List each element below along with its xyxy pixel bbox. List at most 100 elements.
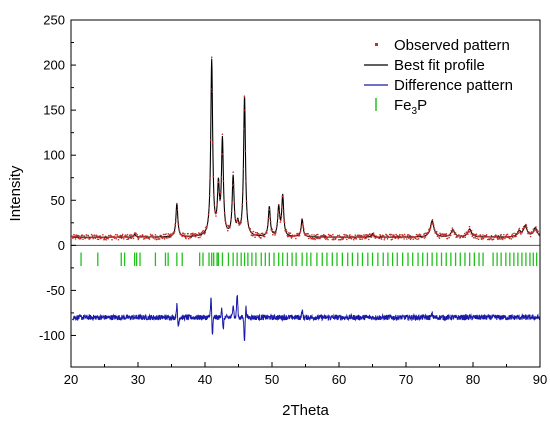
observed-point <box>504 237 506 240</box>
observed-point <box>243 128 245 130</box>
observed-point <box>158 238 161 240</box>
observed-point <box>452 229 455 231</box>
observed-point <box>470 233 472 235</box>
observed-point <box>307 233 309 235</box>
observed-point <box>352 236 355 238</box>
observed-point <box>273 231 275 233</box>
observed-point <box>424 236 427 238</box>
observed-point <box>508 237 511 240</box>
observed-point <box>278 209 281 212</box>
observed-point <box>400 236 403 239</box>
observed-point <box>490 234 493 237</box>
observed-point <box>146 235 148 237</box>
observed-point <box>242 168 245 170</box>
observed-point <box>174 223 177 226</box>
observed-point <box>267 224 269 226</box>
observed-point <box>163 238 166 240</box>
observed-point <box>374 237 377 239</box>
y-tick-label: 250 <box>43 13 65 28</box>
observed-point <box>303 228 305 230</box>
observed-point <box>279 221 282 223</box>
observed-point <box>517 232 520 235</box>
observed-point <box>520 233 522 235</box>
observed-point <box>275 231 277 233</box>
observed-point <box>356 235 358 238</box>
observed-point <box>260 237 262 239</box>
observed-point <box>436 231 438 233</box>
observed-point <box>193 234 196 236</box>
observed-point <box>489 236 492 238</box>
observed-point <box>521 231 523 234</box>
observed-point <box>97 238 100 241</box>
x-tick-label: 40 <box>198 372 212 387</box>
observed-point <box>246 211 248 213</box>
observed-point <box>77 234 80 237</box>
observed-point <box>349 234 351 236</box>
observed-point <box>224 219 226 222</box>
observed-point <box>475 233 478 235</box>
observed-point <box>373 234 376 237</box>
observed-point <box>214 209 216 212</box>
reflection-ticks-group <box>80 252 538 267</box>
observed-point <box>350 238 353 240</box>
observed-point <box>187 237 190 240</box>
observed-point <box>177 223 180 226</box>
observed-point <box>113 235 115 238</box>
observed-point <box>182 232 185 235</box>
observed-point <box>383 238 386 241</box>
observed-point <box>346 234 349 237</box>
observed-point <box>360 234 363 237</box>
observed-point <box>238 221 241 224</box>
legend-label-subscript: 3 <box>412 106 418 117</box>
observed-point <box>497 234 500 237</box>
observed-point <box>167 233 170 235</box>
observed-point <box>447 234 450 237</box>
observed-point <box>463 234 465 237</box>
observed-point <box>230 210 233 213</box>
observed-point <box>80 237 82 240</box>
observed-point <box>367 234 370 237</box>
legend: Observed pattern Best fit profile Differen… <box>364 37 513 117</box>
observed-point <box>295 237 297 240</box>
observed-point <box>136 233 138 236</box>
observed-point <box>137 238 140 241</box>
observed-point <box>216 203 218 206</box>
observed-point <box>362 236 365 239</box>
observed-point <box>91 234 94 237</box>
observed-point <box>482 234 484 236</box>
observed-point <box>177 219 179 221</box>
observed-point <box>281 206 283 208</box>
observed-point <box>194 236 197 238</box>
observed-point <box>162 233 165 236</box>
observed-point <box>102 236 105 239</box>
observed-point <box>217 181 220 183</box>
observed-point <box>104 235 107 238</box>
observed-point <box>328 236 330 238</box>
observed-point <box>231 184 234 187</box>
observed-point <box>266 228 269 231</box>
observed-point <box>245 200 248 203</box>
observed-point <box>450 229 453 232</box>
observed-point <box>209 177 211 179</box>
observed-point <box>536 229 538 231</box>
observed-point <box>210 88 212 90</box>
observed-point <box>380 238 383 240</box>
observed-point <box>406 235 409 237</box>
observed-point <box>277 211 279 213</box>
observed-point <box>437 234 440 237</box>
observed-point <box>222 180 225 182</box>
observed-point <box>280 219 282 222</box>
observed-point <box>248 226 251 229</box>
observed-point <box>305 234 308 237</box>
legend-label: Difference pattern <box>394 77 513 94</box>
observed-point <box>311 234 313 236</box>
observed-point <box>391 238 394 240</box>
observed-point <box>74 235 76 238</box>
observed-point <box>515 235 517 238</box>
x-axis-title: 2Theta <box>282 402 329 419</box>
observed-point <box>448 236 450 239</box>
observed-point <box>470 229 473 232</box>
observed-point <box>240 216 243 218</box>
observed-point <box>283 221 286 224</box>
observed-point <box>94 234 96 237</box>
